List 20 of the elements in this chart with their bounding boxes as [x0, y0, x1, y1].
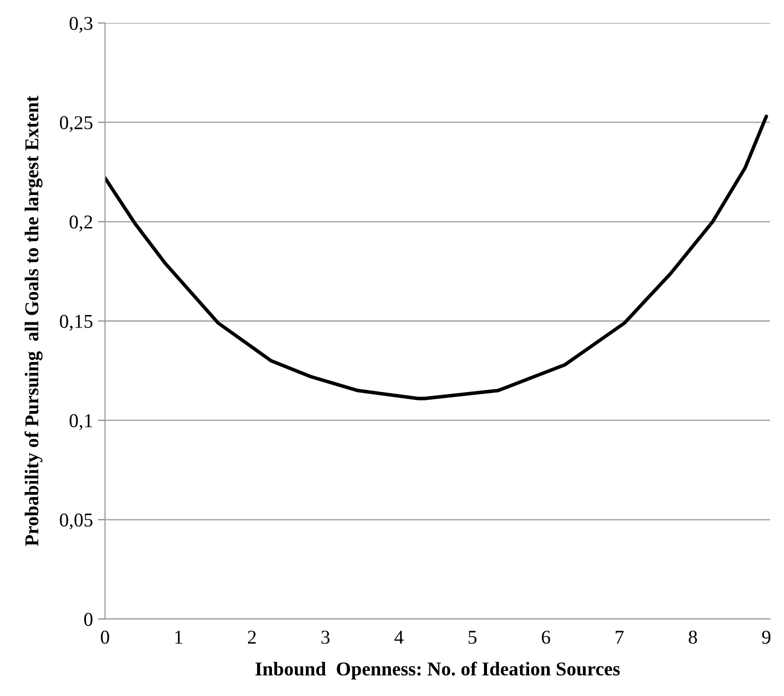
x-tick-label: 0 — [100, 630, 110, 644]
x-tick-label: 1 — [175, 630, 182, 644]
y-tick-label: 0,25 — [60, 116, 92, 132]
line-series — [105, 114, 768, 400]
x-axis-title: Inbound Openness: No. of Ideation Sources — [255, 662, 620, 680]
x-tick-label: 5 — [468, 630, 477, 644]
y-tick-label: 0 — [84, 612, 92, 626]
y-tick-label: 0,2 — [70, 215, 92, 232]
x-tick-label: 8 — [688, 630, 697, 644]
y-tick-label: 0,15 — [60, 314, 92, 331]
y-axis-title: Probability of Pursuing all Goals to the largest Extent — [24, 96, 42, 546]
x-tick-label: 9 — [762, 630, 770, 644]
y-tick-label: 0,05 — [60, 513, 92, 530]
x-tick-label: 2 — [248, 630, 256, 644]
y-tick-label: 0,1 — [70, 414, 92, 430]
x-tick-label: 4 — [394, 630, 404, 644]
x-tick-label: 6 — [542, 630, 550, 644]
y-tick-label: 0,3 — [70, 16, 92, 33]
x-tick-label: 3 — [322, 630, 330, 644]
x-tick-label: 7 — [616, 630, 624, 644]
